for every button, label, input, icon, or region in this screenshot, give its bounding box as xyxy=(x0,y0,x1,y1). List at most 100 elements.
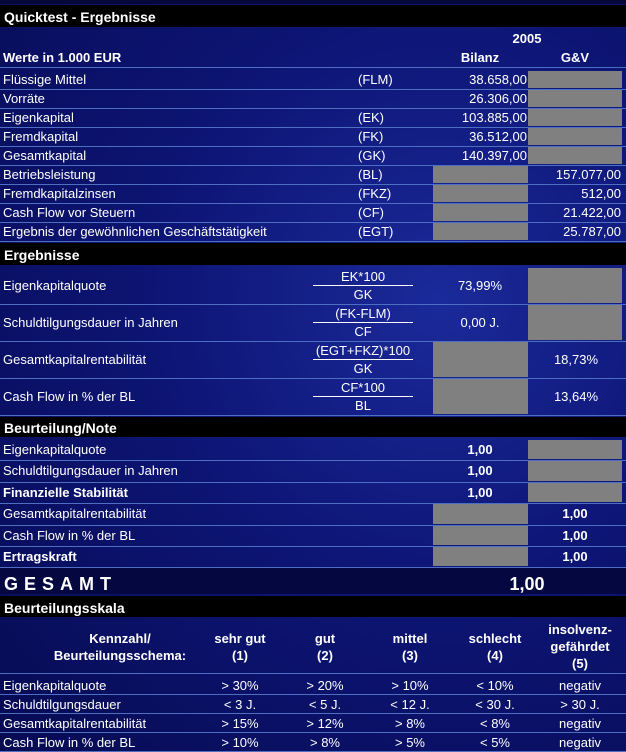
bilanz-value: 1,00 xyxy=(467,484,493,500)
empty-cell xyxy=(528,482,622,503)
scale-value: > 12% xyxy=(306,716,344,731)
section-title: Beurteilungsskala xyxy=(4,599,125,616)
empty-cell xyxy=(528,268,622,303)
row-label: Eigenkapitalquote xyxy=(3,278,107,293)
row-label: Ergebnis der gewöhnlichen Geschäftstätig… xyxy=(3,224,267,239)
row-label: Fremdkapitalzinsen xyxy=(3,186,116,201)
scale-label: Cash Flow in % der BL xyxy=(3,735,136,750)
fraction-line xyxy=(313,396,413,397)
row-label: Finanzielle Stabilität xyxy=(3,484,128,500)
scale-header: gut xyxy=(314,631,336,646)
denominator: CF xyxy=(354,324,372,339)
abbreviation: (CF) xyxy=(358,205,384,220)
denominator: GK xyxy=(353,287,373,302)
abbreviation: (FK) xyxy=(358,129,384,144)
row-line xyxy=(0,304,626,305)
scale-value: < 3 J. xyxy=(223,697,257,712)
scale-value: < 10% xyxy=(476,678,514,693)
scale-value: < 5% xyxy=(480,735,510,750)
scale-value: > 10% xyxy=(221,735,259,750)
scale-value: > 5% xyxy=(395,735,425,750)
denominator: BL xyxy=(355,398,371,413)
guv-value: 13,64% xyxy=(553,389,599,404)
guv-value: 1,00 xyxy=(562,549,588,564)
scale-value: > 30 J. xyxy=(560,697,600,712)
row-label: Betriebsleistung xyxy=(3,167,96,182)
empty-cell xyxy=(433,547,528,567)
scale-header: Beurteilungsschema: xyxy=(53,648,187,663)
row-line xyxy=(0,694,626,695)
empty-cell xyxy=(528,305,622,340)
guv-value: 25.787,00 xyxy=(563,224,621,239)
guv-value: 18,73% xyxy=(553,352,599,367)
bilanz-value: 0,00 J. xyxy=(460,315,500,330)
bilanz-value: 140.397,00 xyxy=(461,148,527,163)
scale-header: mittel xyxy=(392,631,428,646)
scale-value: > 8% xyxy=(310,735,340,750)
row-label: Gesamtkapitalrentabilität xyxy=(3,352,147,367)
row-line xyxy=(0,89,626,90)
guv-value: 21.422,00 xyxy=(563,205,621,220)
row-line xyxy=(0,108,626,109)
total-label: GESAMT xyxy=(4,574,118,594)
bilanz-value: 36.512,00 xyxy=(469,129,527,144)
scale-header: sehr gut xyxy=(214,631,266,646)
scale-value: negativ xyxy=(559,678,601,693)
scale-header: Kennzahl/ xyxy=(89,631,151,646)
empty-cell xyxy=(528,71,622,88)
abbreviation: (FLM) xyxy=(358,72,393,87)
row-line xyxy=(0,503,626,505)
section-bar xyxy=(0,243,626,265)
row-line xyxy=(0,241,626,242)
row-line xyxy=(0,146,626,147)
scale-header: (2) xyxy=(317,648,333,663)
row-line xyxy=(0,481,626,483)
numerator: CF*100 xyxy=(340,380,386,395)
guv-value: 1,00 xyxy=(562,527,588,543)
row-label: Cash Flow in % der BL xyxy=(3,389,136,404)
numerator: EK*100 xyxy=(340,269,386,284)
bilanz-value: 103.885,00 xyxy=(461,110,527,125)
scale-value: > 30% xyxy=(221,678,259,693)
scale-value: > 15% xyxy=(221,716,259,731)
col-bilanz: Bilanz xyxy=(460,50,500,65)
empty-cell xyxy=(528,109,622,126)
empty-cell xyxy=(528,128,622,145)
abbreviation: (FKZ) xyxy=(358,186,392,201)
scale-header: (3) xyxy=(402,648,418,663)
row-line xyxy=(0,567,626,569)
row-label: Gesamtkapitalrentabilität xyxy=(3,506,147,522)
row-label: Cash Flow vor Steuern xyxy=(3,205,136,220)
scale-header: gefährdet xyxy=(550,639,610,654)
numerator: (EGT+FKZ)*100 xyxy=(315,343,411,358)
row-line xyxy=(0,732,626,733)
section-title: Ergebnisse xyxy=(4,247,80,263)
row-label: Gesamtkapital xyxy=(3,148,87,163)
scale-value: < 8% xyxy=(480,716,510,731)
row-label: Fremdkapital xyxy=(3,129,79,144)
scale-label: Eigenkapitalquote xyxy=(3,678,107,693)
fraction-line xyxy=(313,359,413,360)
row-label: Schuldtilgungsdauer in Jahren xyxy=(3,463,178,479)
row-line xyxy=(0,127,626,128)
section-bar xyxy=(0,596,626,617)
row-line xyxy=(0,222,626,223)
top-strip xyxy=(0,0,626,4)
row-label: Flüssige Mittel xyxy=(3,72,87,87)
col-guv: G&V xyxy=(560,50,590,65)
scale-value: > 10% xyxy=(391,678,429,693)
scale-header: schlecht xyxy=(468,631,522,646)
row-line xyxy=(0,67,626,68)
fraction-line xyxy=(313,322,413,323)
row-line xyxy=(0,546,626,547)
scale-value: negativ xyxy=(559,716,601,731)
guv-value: 512,00 xyxy=(581,186,621,201)
abbreviation: (EGT) xyxy=(358,224,394,239)
total-bar xyxy=(0,568,626,594)
empty-cell xyxy=(528,90,622,107)
row-label: Eigenkapitalquote xyxy=(3,442,107,457)
abbreviation: (GK) xyxy=(358,148,386,163)
scale-value: negativ xyxy=(559,735,601,750)
row-label: Cash Flow in % der BL xyxy=(3,527,136,543)
